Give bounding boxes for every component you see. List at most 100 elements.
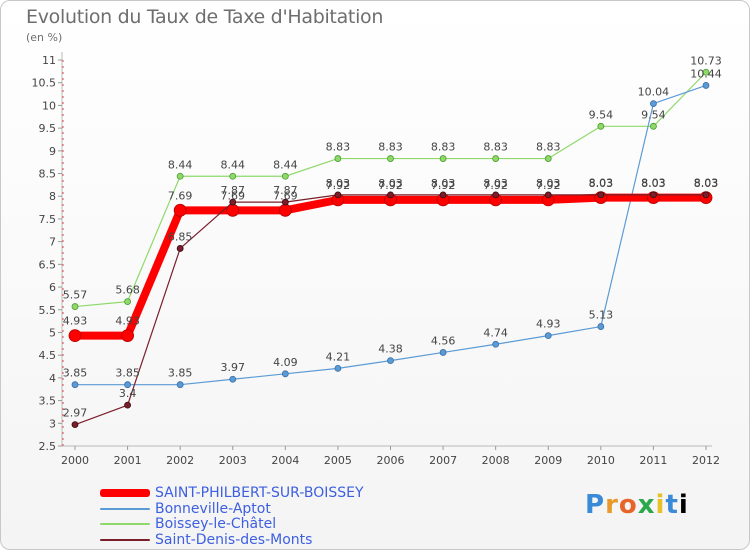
y-tick-label: 3.5 [39, 395, 57, 408]
data-label: 4.38 [378, 343, 403, 356]
y-tick-label: 9 [49, 145, 56, 158]
data-point [229, 375, 237, 383]
data-label: 4.93 [63, 315, 88, 328]
legend-label: Boissey-le-Châtel [155, 515, 277, 532]
data-point [702, 82, 710, 89]
data-label: 8.03 [378, 177, 403, 190]
x-tick-label: 2012 [692, 454, 720, 467]
data-point [281, 370, 289, 378]
data-label: 6.85 [168, 230, 193, 243]
data-label: 7.69 [273, 189, 298, 202]
y-tick-label: 5 [49, 326, 56, 339]
data-point [439, 349, 447, 356]
line-chart: 2.5 3 3.5 4 4.5 5 5.5 6 6.5 7 7.5 8 8.5 9 9.5 10 10.5 11 2… [32, 52, 722, 467]
data-point [121, 329, 134, 343]
data-point [544, 191, 552, 199]
data-point [173, 203, 187, 217]
data-point [492, 191, 500, 199]
data-label: 7.69 [168, 189, 193, 202]
proxiti-logo: Proxiti [585, 490, 689, 520]
data-label: 5.13 [589, 309, 614, 322]
data-label: 8.03 [641, 177, 666, 190]
y-tick-label: 10 [42, 99, 56, 112]
chart-unit: (en %) [26, 31, 63, 44]
data-label: 5.57 [63, 289, 88, 302]
data-point [387, 357, 394, 365]
y-tick-label: 6 [49, 281, 56, 294]
data-point [387, 191, 394, 199]
legend-label: SAINT-PHILBERT-SUR-BOISSEY [155, 484, 364, 501]
y-tick-label: 10.5 [32, 77, 57, 90]
x-tick-label: 2004 [271, 454, 299, 467]
data-point [68, 329, 82, 343]
data-label: 8.83 [378, 141, 403, 154]
data-label: 9.54 [641, 108, 666, 121]
data-label: 8.03 [694, 177, 719, 190]
data-label: 9.54 [589, 108, 614, 121]
data-point [176, 245, 184, 252]
data-label: 4.09 [273, 356, 298, 369]
data-label: 8.03 [589, 177, 614, 190]
data-point [71, 421, 79, 429]
data-point [334, 155, 342, 162]
data-label: 3.4 [119, 387, 137, 400]
data-label: 8.03 [641, 177, 666, 190]
data-point [281, 172, 289, 180]
data-label: 2.97 [63, 407, 88, 420]
legend-label: Bonneville-Aptot [155, 500, 271, 517]
legend-item-saint-denis: Saint-Denis-des-Monts [100, 531, 312, 548]
data-label: 3.85 [63, 367, 88, 380]
y-tick-label: 4 [49, 372, 56, 385]
data-point [387, 155, 394, 162]
data-point [439, 191, 447, 199]
data-point [439, 155, 447, 162]
data-label: 10.73 [690, 54, 722, 67]
x-tick-label: 2003 [219, 454, 247, 467]
data-point [334, 364, 342, 372]
data-label: 10.44 [690, 67, 722, 80]
legend-item-boissey: Boissey-le-Châtel [100, 515, 276, 532]
data-point [71, 303, 79, 310]
data-point [124, 298, 131, 305]
data-label: 10.04 [638, 86, 670, 99]
data-point [334, 191, 342, 199]
data-point [124, 381, 131, 389]
data-label: 4.93 [536, 318, 561, 331]
data-label: 7.92 [536, 179, 561, 192]
data-label: 8.83 [326, 141, 351, 154]
data-label: 8.83 [483, 141, 508, 154]
data-label: 4.74 [483, 326, 508, 339]
data-label: 8.44 [273, 158, 298, 171]
data-label: 8.44 [168, 158, 193, 171]
data-label: 7.92 [431, 179, 456, 192]
data-label: 8.44 [221, 158, 246, 171]
x-tick-label: 2009 [534, 454, 562, 467]
y-tick-label: 3 [49, 417, 56, 430]
data-point [650, 191, 657, 199]
data-point [544, 155, 552, 162]
data-label: 3.97 [221, 361, 246, 374]
data-point [597, 191, 605, 199]
x-tick-label: 2011 [639, 454, 667, 467]
data-label: 7.87 [221, 184, 246, 197]
data-point [702, 191, 710, 199]
x-tick-label: 2010 [587, 454, 615, 467]
x-tick-label: 2002 [166, 454, 194, 467]
data-label: 4.56 [431, 334, 456, 347]
x-tick-label: 2008 [482, 454, 510, 467]
y-tick-label: 8.5 [39, 168, 57, 181]
data-label: 7.92 [378, 179, 403, 192]
y-tick-label: 11 [42, 54, 56, 67]
y-tick-label: 7.5 [39, 213, 57, 226]
data-label: 8.03 [326, 177, 351, 190]
data-point [544, 332, 552, 340]
data-point [597, 122, 605, 130]
data-label: 8.03 [431, 177, 456, 190]
data-point [229, 172, 237, 180]
data-point [124, 401, 131, 409]
data-point [176, 381, 184, 389]
data-point [492, 340, 500, 348]
legend-item-bonneville: Bonneville-Aptot [100, 500, 271, 517]
data-label: 8.03 [589, 177, 614, 190]
data-label: 8.83 [431, 141, 456, 154]
